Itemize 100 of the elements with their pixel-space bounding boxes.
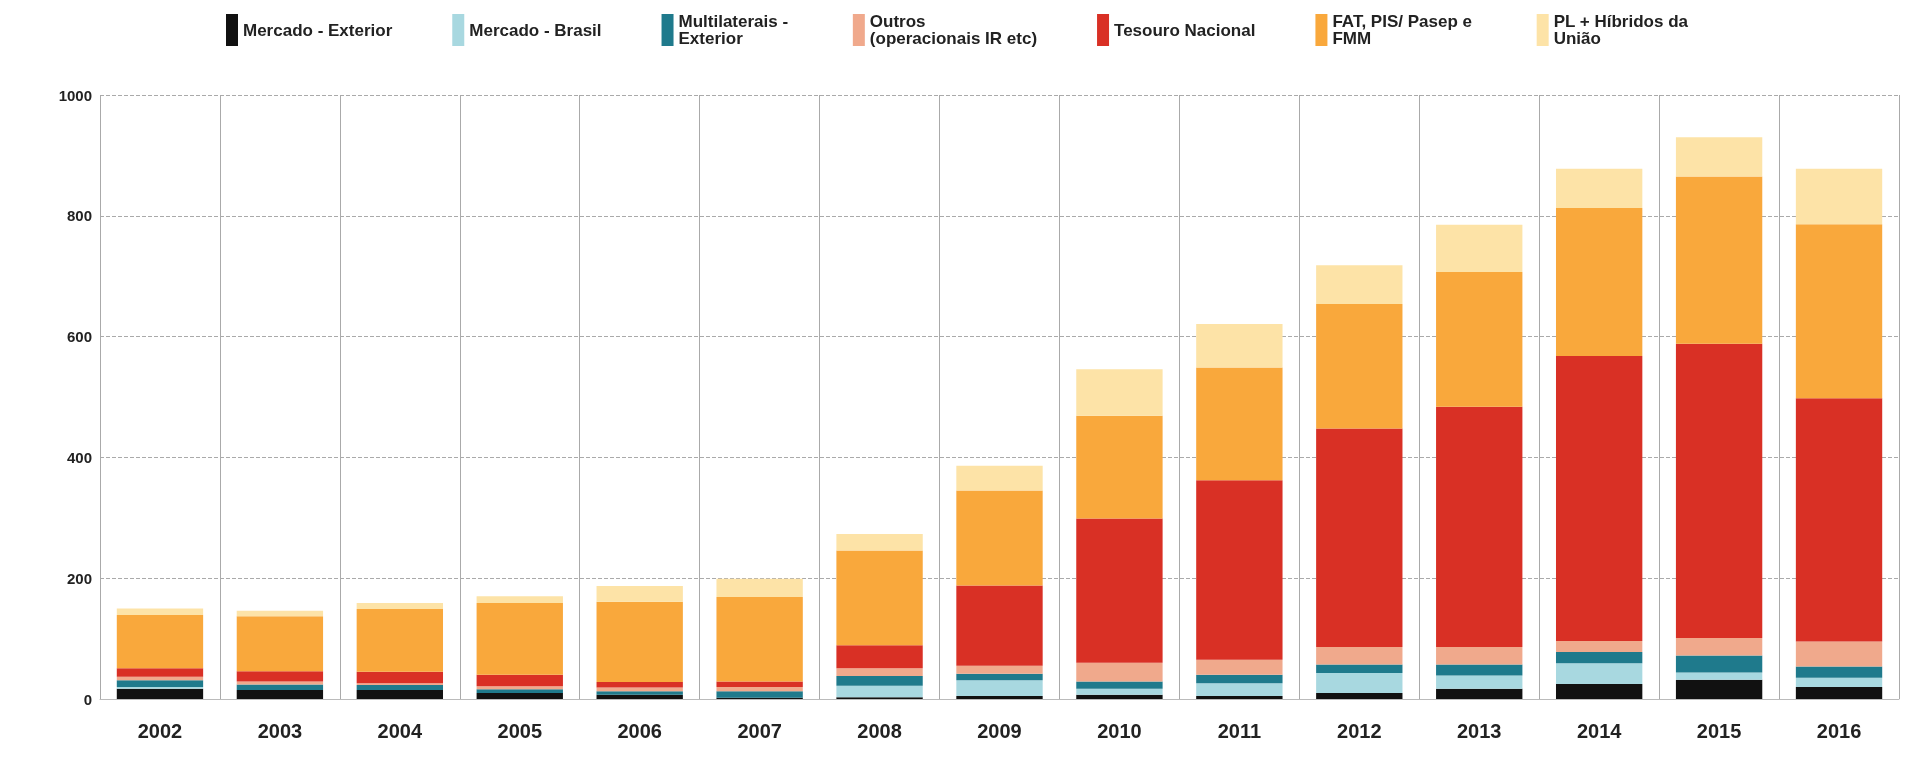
legend-label: PL + Híbridos da União bbox=[1553, 12, 1693, 48]
x-tick-label: 2014 bbox=[1576, 720, 1623, 742]
bar bbox=[596, 601, 683, 683]
bar bbox=[1795, 677, 1883, 687]
bar bbox=[236, 610, 324, 617]
bar bbox=[716, 681, 803, 687]
bar bbox=[116, 608, 204, 616]
bar bbox=[1795, 398, 1883, 642]
x-tick-label: 2006 bbox=[617, 720, 662, 742]
bar bbox=[836, 534, 923, 551]
bar bbox=[236, 616, 324, 672]
bar bbox=[1196, 659, 1283, 675]
x-tick-label: 2015 bbox=[1696, 720, 1742, 742]
bar bbox=[476, 602, 563, 675]
bar bbox=[836, 685, 923, 698]
x-tick-label: 2009 bbox=[977, 720, 1022, 742]
bar bbox=[1555, 207, 1643, 356]
bar bbox=[1076, 681, 1163, 689]
bar bbox=[1675, 638, 1763, 656]
bar bbox=[1795, 224, 1883, 399]
bar bbox=[956, 665, 1043, 674]
bar bbox=[1795, 686, 1883, 699]
bar bbox=[1316, 428, 1403, 648]
x-tick-label: 2008 bbox=[857, 720, 902, 742]
bar bbox=[1675, 137, 1763, 177]
bar bbox=[236, 681, 324, 685]
bar bbox=[1076, 694, 1163, 699]
x-tick-label: 2003 bbox=[257, 720, 303, 742]
bar bbox=[356, 602, 444, 609]
bar bbox=[716, 596, 803, 682]
x-tick-label: 2004 bbox=[377, 720, 423, 742]
bar bbox=[1795, 641, 1883, 667]
bar bbox=[1196, 674, 1283, 684]
bar bbox=[116, 680, 204, 687]
legend-label: Mercado - Exterior bbox=[243, 20, 393, 40]
bar bbox=[1316, 647, 1403, 665]
bar bbox=[356, 685, 444, 690]
bar bbox=[1076, 369, 1163, 416]
bar bbox=[1675, 672, 1763, 680]
bar bbox=[116, 615, 204, 669]
bar bbox=[356, 609, 444, 672]
legend-label: FAT, PIS/ Pasep e FMM bbox=[1332, 12, 1477, 48]
bar bbox=[1076, 688, 1163, 695]
bar bbox=[356, 671, 444, 684]
bar bbox=[1436, 224, 1523, 272]
bar bbox=[596, 682, 683, 688]
legend-label: Mercado - Brasil bbox=[469, 20, 602, 40]
bar bbox=[1555, 651, 1643, 664]
bar bbox=[836, 676, 923, 686]
x-tick-label: 2011 bbox=[1217, 720, 1262, 742]
bar bbox=[956, 680, 1043, 696]
bar bbox=[1675, 343, 1763, 638]
bar bbox=[116, 668, 204, 677]
bar bbox=[236, 671, 324, 682]
bar bbox=[1675, 679, 1763, 699]
bar bbox=[1076, 518, 1163, 663]
bar bbox=[1316, 664, 1403, 674]
bar bbox=[1795, 168, 1883, 225]
y-tick-label: 800 bbox=[66, 207, 92, 225]
bar bbox=[1316, 303, 1403, 429]
bar bbox=[1436, 688, 1523, 699]
bar bbox=[1196, 480, 1283, 660]
bar bbox=[1675, 655, 1763, 673]
bar bbox=[956, 673, 1043, 681]
y-tick-label: 200 bbox=[66, 569, 92, 587]
bar bbox=[1436, 406, 1523, 648]
legend-label: Tesouro Nacional bbox=[1114, 20, 1256, 40]
bar bbox=[1675, 176, 1763, 344]
bar bbox=[1436, 647, 1523, 665]
bar bbox=[476, 674, 563, 687]
x-tick-label: 2013 bbox=[1456, 720, 1502, 742]
bar bbox=[716, 578, 803, 597]
bar bbox=[596, 694, 683, 699]
bar bbox=[1196, 695, 1283, 699]
bar bbox=[1316, 265, 1403, 304]
bar bbox=[836, 645, 923, 669]
bar bbox=[1076, 662, 1163, 682]
bar bbox=[476, 596, 563, 603]
bar bbox=[836, 668, 923, 677]
bar bbox=[1555, 168, 1643, 208]
bar bbox=[956, 465, 1043, 491]
bar bbox=[596, 691, 683, 695]
bar bbox=[1555, 683, 1643, 699]
bar bbox=[716, 691, 803, 698]
bar bbox=[1076, 415, 1163, 519]
bar bbox=[1196, 683, 1283, 696]
x-tick-label: 2007 bbox=[737, 720, 782, 742]
bar bbox=[1436, 664, 1523, 676]
bar bbox=[956, 585, 1043, 666]
y-tick-label: 1000 bbox=[58, 86, 92, 104]
x-tick-label: 2016 bbox=[1816, 720, 1862, 742]
bar bbox=[1555, 641, 1643, 652]
x-tick-label: 2010 bbox=[1097, 720, 1142, 742]
x-tick-label: 2002 bbox=[137, 720, 183, 742]
bar bbox=[1436, 675, 1523, 689]
bar bbox=[1196, 323, 1283, 368]
bar bbox=[836, 550, 923, 646]
y-tick-label: 600 bbox=[66, 328, 92, 346]
x-tick-label: 2005 bbox=[497, 720, 543, 742]
bar bbox=[476, 692, 563, 699]
